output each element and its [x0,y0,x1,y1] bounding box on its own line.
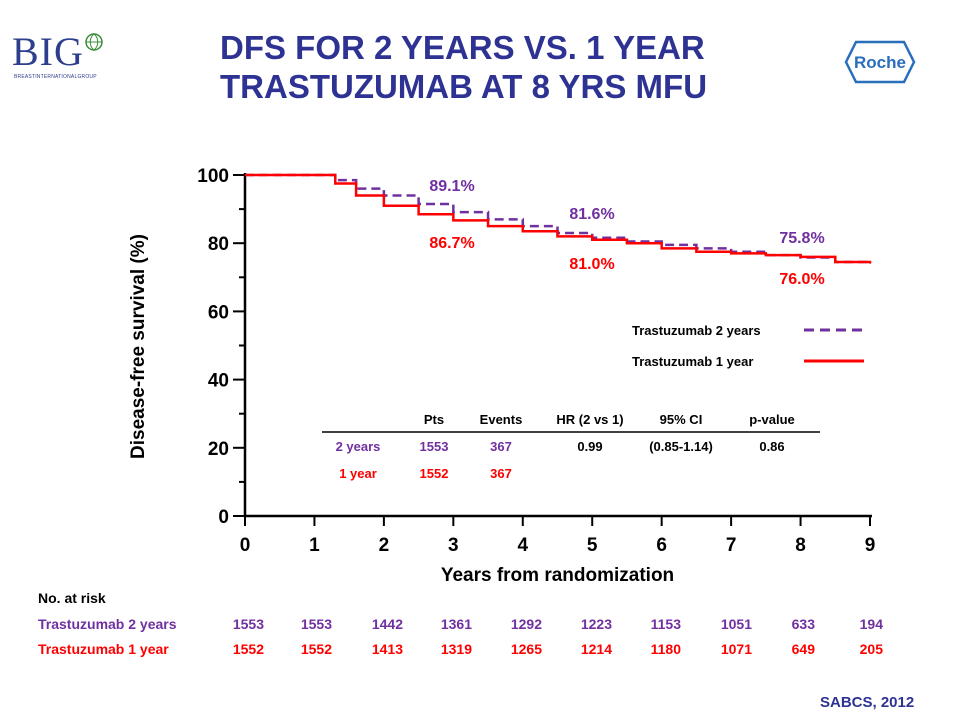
at-risk-value: 1153 [650,616,681,632]
data-label: 81.0% [569,256,614,273]
stats-table-header: 95% CI [660,412,703,427]
at-risk-value: 1051 [720,616,752,632]
globe-icon [85,33,103,51]
roche-logo: Roche [844,40,916,84]
y-tick-label: 20 [208,439,229,460]
series-line-two-years [245,173,872,264]
x-tick-label: 6 [656,535,667,556]
at-risk-value: 633 [791,616,815,632]
x-tick-label: 5 [587,535,598,556]
x-tick-label: 8 [795,535,806,556]
y-tick-label: 100 [197,166,229,187]
x-tick-label: 3 [448,535,459,556]
at-risk-value: 1553 [232,616,264,632]
x-tick-label: 9 [865,535,876,556]
at-risk-value: 1413 [371,641,403,657]
at-risk-value: 1361 [440,616,472,632]
legend-label: Trastuzumab 2 years [632,323,761,338]
at-risk-value: 1553 [300,616,332,632]
y-tick-label: 40 [208,371,229,392]
at-risk-value: 1442 [371,616,403,632]
series-line-one-year [245,173,872,264]
stats-table-cell: 367 [490,439,512,454]
title-line-2: TRASTUZUMAB AT 8 YRS MFU [220,68,708,105]
at-risk-title: No. at risk [38,590,106,606]
page-title: DFS FOR 2 YEARS VS. 1 YEAR TRASTUZUMAB A… [220,28,780,106]
at-risk-value: 1552 [300,641,332,657]
at-risk-value: 194 [859,616,883,632]
roche-logo-text: Roche [854,53,906,72]
stats-table-cell: 2 years [336,439,381,454]
at-risk-row: Trastuzumab 2 years 1553 1553 1442 1361 1292 1… [0,616,960,636]
big-logo-subtext: BREASTINTERNATIONALGROUP [14,74,97,80]
at-risk-value: 1214 [580,641,612,657]
data-label: 89.1% [429,178,474,195]
x-tick-label: 2 [379,535,390,556]
stats-table-header: Pts [424,412,444,427]
stats-table-cell: (0.85-1.14) [649,439,713,454]
at-risk-value: 649 [791,641,815,657]
at-risk-value: 205 [859,641,883,657]
data-label: 81.6% [569,206,614,223]
stats-table-header: Events [480,412,523,427]
title-line-1: DFS FOR 2 YEARS VS. 1 YEAR [220,29,705,66]
x-tick-label: 7 [726,535,737,556]
stats-table-cell: 1 year [339,466,377,481]
x-tick-label: 0 [240,535,251,556]
data-label: 76.0% [779,271,824,288]
stats-table-cell: 1552 [420,466,449,481]
big-logo-text: BIG [12,29,84,74]
stats-table-cell: 367 [490,466,512,481]
at-risk-value: 1265 [510,641,542,657]
footer-citation: SABCS, 2012 [820,694,915,711]
stats-table-cell: 0.86 [759,439,784,454]
y-tick-label: 60 [208,302,229,323]
stats-table-header: p-value [749,412,795,427]
x-tick-label: 4 [517,535,528,556]
data-label: 86.7% [429,235,474,252]
y-tick-label: 0 [218,507,229,528]
legend-label: Trastuzumab 1 year [632,354,753,369]
at-risk-value: 1552 [232,641,264,657]
at-risk-row-label: Trastuzumab 2 years [38,616,177,632]
big-logo: BIG BREASTINTERNATIONALGROUP [8,30,108,82]
at-risk-value: 1292 [510,616,542,632]
at-risk-value: 1223 [580,616,612,632]
at-risk-row: Trastuzumab 1 year 1552 1552 1413 1319 1265 12… [0,641,960,661]
data-label: 75.8% [779,230,824,247]
x-tick-label: 1 [309,535,320,556]
x-axis-label: Years from randomization [441,565,674,586]
at-risk-row-label: Trastuzumab 1 year [38,641,169,657]
stats-table-cell: 1553 [420,439,449,454]
at-risk-value: 1071 [720,641,752,657]
stats-table-cell: 0.99 [577,439,602,454]
y-axis-label: Disease-free survival (%) [128,234,149,459]
at-risk-value: 1180 [650,641,681,657]
stats-table-header: HR (2 vs 1) [556,412,623,427]
at-risk-value: 1319 [440,641,472,657]
y-tick-label: 80 [208,234,229,255]
